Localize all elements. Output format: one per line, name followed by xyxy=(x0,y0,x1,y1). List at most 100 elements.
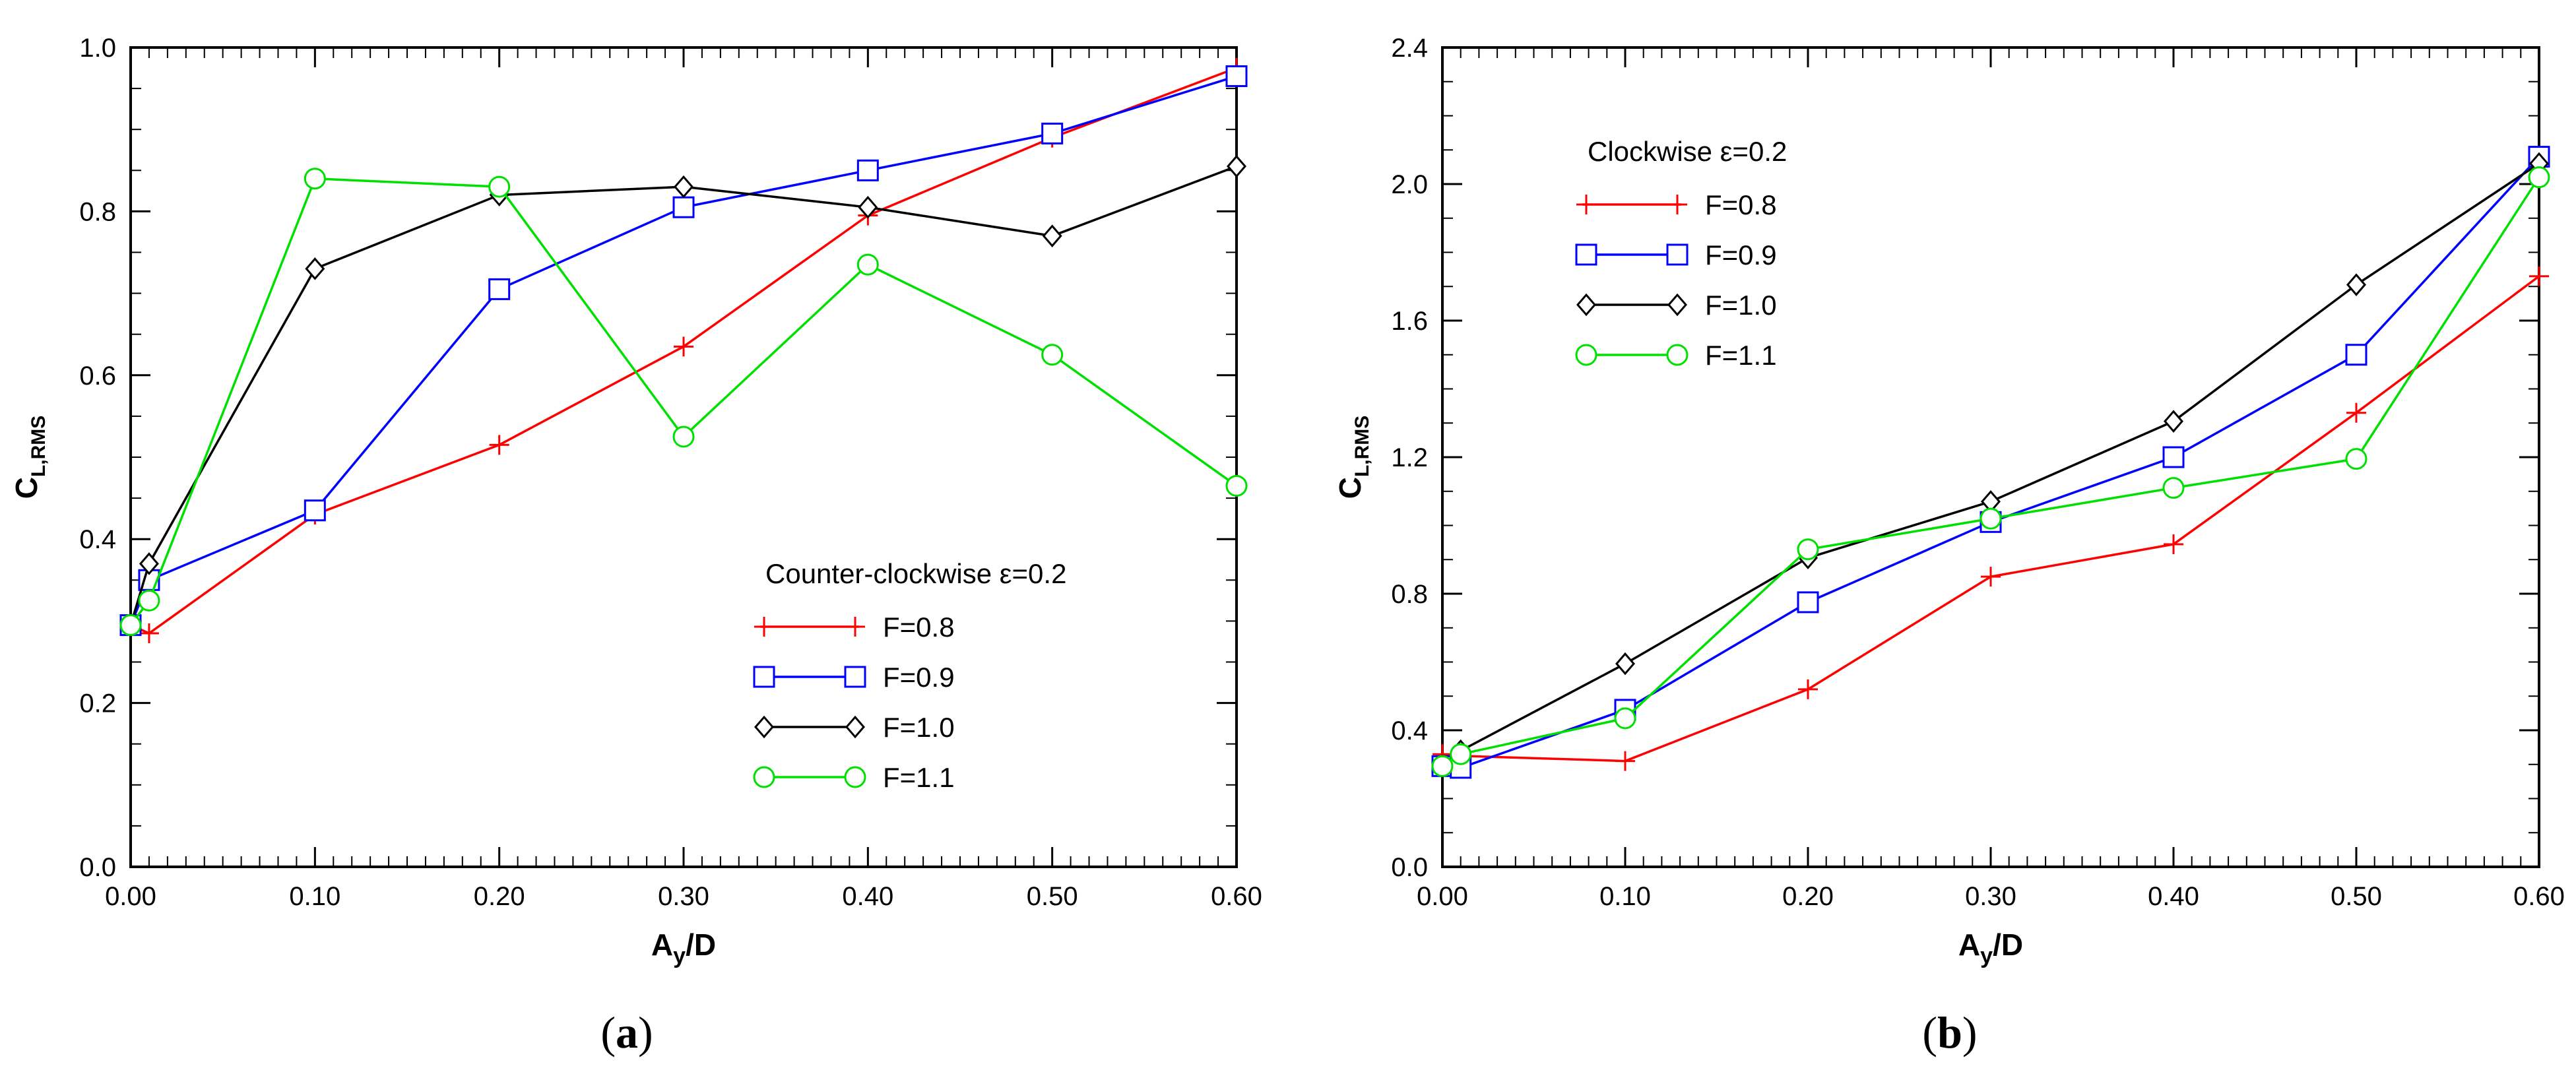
y-tick-label: 0.4 xyxy=(79,525,116,554)
x-tick-label: 0.60 xyxy=(2513,882,2565,911)
data-point-F=1.1 xyxy=(2528,166,2550,189)
legend-marker xyxy=(1576,195,1596,214)
data-point-F=1.0 xyxy=(1042,224,1062,247)
series-line-F=1.1 xyxy=(129,177,1238,626)
y-tick-label: 1.0 xyxy=(79,34,116,63)
series-line-F=0.9 xyxy=(1442,156,2540,769)
x-tick-label: 0.50 xyxy=(1027,882,1078,911)
y-axis-label: CL,RMS xyxy=(1333,416,1373,499)
data-point-F=1.1 xyxy=(1797,538,1819,561)
legend-title: Counter-clockwise ε=0.2 xyxy=(765,558,1066,589)
data-point-F=0.8 xyxy=(1981,567,2001,587)
y-tick-label: 0.0 xyxy=(79,853,116,882)
data-point-F=1.1 xyxy=(856,253,879,276)
legend-label: F=1.1 xyxy=(1705,340,1777,371)
legend-marker xyxy=(844,666,866,688)
data-point-F=1.0 xyxy=(1227,154,1246,178)
data-point-F=0.9 xyxy=(2345,344,2367,366)
legend: Clockwise ε=0.2 F=0.8 F=0.9 F=1.0 F=1.1 xyxy=(1575,136,1787,371)
data-point-F=1.0 xyxy=(1615,652,1635,676)
data-point-F=0.8 xyxy=(674,336,693,357)
series-line-F=0.9 xyxy=(129,75,1237,626)
legend-marker xyxy=(754,715,774,739)
data-point-F=1.1 xyxy=(1041,344,1064,366)
legend-marker xyxy=(1575,344,1597,366)
data-point-F=0.8 xyxy=(489,435,509,455)
data-point-F=1.1 xyxy=(1614,707,1636,730)
y-tick-label: 0.2 xyxy=(79,689,116,718)
y-tick-label: 0.8 xyxy=(79,197,116,226)
plot-frame xyxy=(129,46,1238,868)
chart-panel-b: 0.00 0.10 0.20 0.30 0.40 0.50 0.60 0.0 0.4 0.8 1.2… xyxy=(1333,34,2565,1057)
data-point-F=1.0 xyxy=(2346,273,2366,296)
data-point-F=0.9 xyxy=(1225,65,1248,87)
plot-frame xyxy=(1441,46,2540,868)
legend-marker xyxy=(1667,293,1687,317)
y-tick-label: 0.0 xyxy=(1391,853,1428,882)
data-point-F=1.1 xyxy=(488,175,511,198)
y-tick-label: 1.2 xyxy=(1391,443,1428,472)
y-tick-label: 2.4 xyxy=(1391,34,1428,63)
data-point-F=1.0 xyxy=(2164,410,2183,433)
x-tick-label: 0.30 xyxy=(658,882,709,911)
data-point-F=0.8 xyxy=(1615,751,1635,771)
data-point-F=1.1 xyxy=(1450,743,1472,765)
data-point-F=0.8 xyxy=(2164,534,2183,554)
x-tick-label: 0.40 xyxy=(842,882,893,911)
panel-caption: (b) xyxy=(1922,1007,1977,1057)
data-point-F=0.9 xyxy=(304,499,326,522)
x-tick-label: 0.10 xyxy=(1599,882,1651,911)
data-point-F=1.1 xyxy=(304,168,326,190)
series-line-F=0.8 xyxy=(1442,275,2540,763)
legend-marker xyxy=(1667,195,1687,214)
series-line-F=1.0 xyxy=(1441,162,2540,767)
panel-caption: (a) xyxy=(600,1007,653,1057)
data-point-F=0.9 xyxy=(1041,122,1064,144)
legend-marker xyxy=(753,666,775,688)
x-tick-label: 0.20 xyxy=(474,882,525,911)
data-point-F=1.0 xyxy=(674,175,693,199)
data-point-F=0.9 xyxy=(1797,591,1819,614)
x-tick-label: 0.40 xyxy=(2148,882,2199,911)
chart-panel-a: 0.00 0.10 0.20 0.30 0.40 0.50 0.60 0.0 0.2 0.4 0.6… xyxy=(9,34,1262,1057)
data-point-F=1.1 xyxy=(138,589,160,612)
legend-marker xyxy=(754,617,774,637)
data-point-F=1.1 xyxy=(2345,448,2367,470)
y-axis-label: CL,RMS xyxy=(9,416,49,499)
y-tick-label: 0.4 xyxy=(1391,716,1428,745)
legend-label: F=1.1 xyxy=(883,762,955,793)
legend-label: F=1.0 xyxy=(883,712,955,743)
legend-title: Clockwise ε=0.2 xyxy=(1588,136,1787,167)
y-tick-label: 2.0 xyxy=(1391,170,1428,199)
data-point-F=0.8 xyxy=(2529,266,2549,286)
data-point-F=1.0 xyxy=(139,552,159,575)
legend-marker xyxy=(1575,243,1597,266)
data-point-F=0.9 xyxy=(488,278,511,300)
data-point-F=0.9 xyxy=(2162,446,2185,468)
legend: Counter-clockwise ε=0.2 F=0.8 F=0.9 F=1.0 F=… xyxy=(753,558,1066,793)
legend-label: F=0.9 xyxy=(1705,239,1777,270)
data-point-F=1.0 xyxy=(305,257,325,280)
x-tick-label: 0.20 xyxy=(1782,882,1834,911)
legend-marker xyxy=(1576,293,1596,317)
data-point-F=0.9 xyxy=(672,196,695,218)
series-group xyxy=(119,58,1248,644)
x-tick-label: 0.60 xyxy=(1211,882,1262,911)
data-point-F=1.1 xyxy=(1431,755,1454,777)
data-point-F=0.9 xyxy=(856,159,879,181)
legend-label: F=1.0 xyxy=(1705,290,1777,321)
x-axis-label: Ay/D xyxy=(651,928,716,968)
x-tick-label: 0.30 xyxy=(1965,882,2016,911)
data-point-F=1.1 xyxy=(2162,477,2185,499)
x-tick-label: 0.10 xyxy=(289,882,340,911)
series-line-F=0.8 xyxy=(130,67,1237,635)
series-group xyxy=(1431,146,2550,779)
x-axis-label: Ay/D xyxy=(1958,928,2023,968)
x-tick-label: 0.00 xyxy=(1417,882,1468,911)
legend-marker xyxy=(845,617,865,637)
legend-label: F=0.9 xyxy=(883,662,955,693)
data-point-F=1.1 xyxy=(119,614,142,637)
legend-marker xyxy=(1666,344,1689,366)
data-point-F=1.1 xyxy=(672,426,695,448)
